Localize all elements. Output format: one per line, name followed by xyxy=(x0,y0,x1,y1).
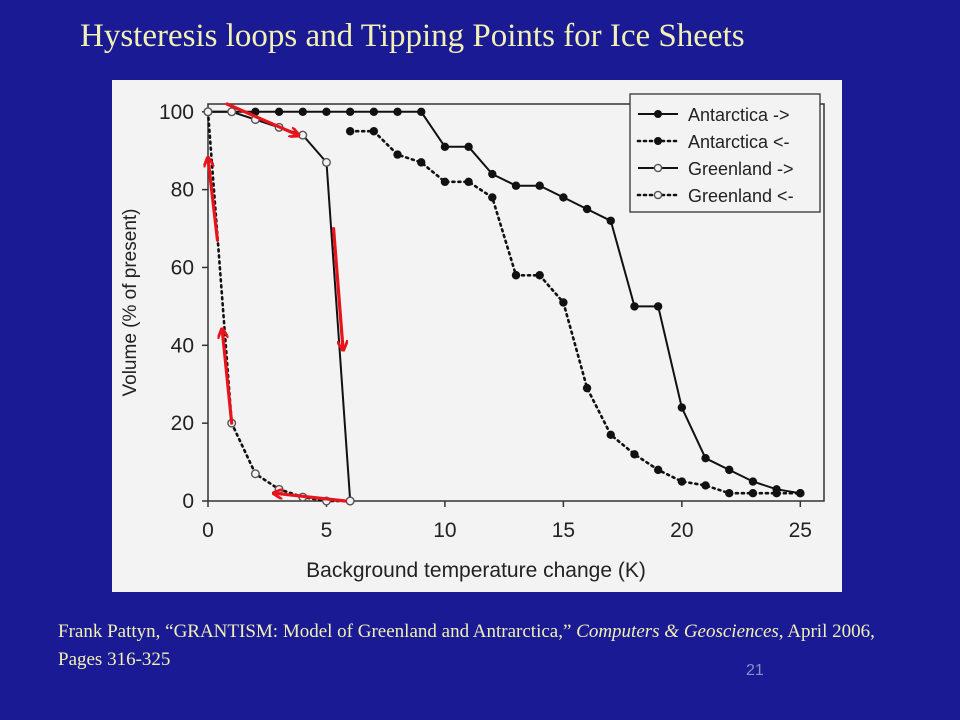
series-point-0 xyxy=(417,107,426,116)
x-tick-label: 15 xyxy=(552,519,575,542)
page-number: 21 xyxy=(746,662,764,679)
x-tick-label: 10 xyxy=(433,519,456,542)
y-tick-label: 40 xyxy=(171,334,194,357)
series-line-2 xyxy=(208,110,352,502)
chart-panel: 0 5 10 15 20 25 0 20 40 60 80 100 Background tempera… xyxy=(112,80,842,592)
y-tick-label: 100 xyxy=(159,101,194,124)
series-point-0 xyxy=(369,107,379,116)
plot-frame xyxy=(207,103,825,502)
y-tick-label: 60 xyxy=(171,256,194,279)
y-tick-label: 20 xyxy=(171,412,194,435)
legend-label: Antarctica <- xyxy=(688,132,790,152)
series-line-3 xyxy=(206,110,352,503)
series-point-1 xyxy=(748,489,758,498)
series-point-3 xyxy=(345,496,355,506)
hysteresis-chart: 0 5 10 15 20 25 0 20 40 60 80 100 Background tempera… xyxy=(120,93,825,582)
series-point-1 xyxy=(701,481,710,490)
series-point-0 xyxy=(322,107,331,116)
x-tick-label: 25 xyxy=(789,519,812,542)
red-arrow xyxy=(222,330,234,425)
legend-swatch-marker xyxy=(654,137,662,145)
red-arrow xyxy=(274,493,348,503)
series-point-0 xyxy=(535,181,544,190)
y-tick-label: 80 xyxy=(171,179,194,202)
legend-label: Antarctica -> xyxy=(688,105,790,125)
series-point-0 xyxy=(582,204,592,214)
series-point-1 xyxy=(417,158,426,167)
legend-swatch-marker xyxy=(653,190,663,200)
x-tick-label: 5 xyxy=(321,519,333,542)
series-point-1 xyxy=(535,271,544,280)
series-point-0 xyxy=(274,107,284,116)
series-point-2 xyxy=(298,130,308,140)
y-axis-label: Volume (% of present) xyxy=(120,209,141,397)
series-point-3 xyxy=(203,107,213,117)
series-point-1 xyxy=(582,383,592,393)
x-tick-label: 0 xyxy=(202,519,214,542)
series-point-1 xyxy=(488,193,497,202)
caption-journal: Computers & Geosciences xyxy=(576,621,779,642)
series-point-0 xyxy=(606,216,615,225)
series-point-1 xyxy=(677,477,687,486)
series-point-0 xyxy=(488,169,497,179)
series-point-1 xyxy=(653,465,663,475)
series-point-1 xyxy=(511,271,521,280)
series-point-1 xyxy=(559,298,568,307)
series-point-1 xyxy=(345,127,355,136)
series-point-1 xyxy=(725,489,734,498)
series-point-1 xyxy=(772,489,781,498)
y-tick-label: 0 xyxy=(182,490,194,513)
red-arrow xyxy=(331,226,343,350)
series-point-1 xyxy=(630,450,639,459)
series-point-0 xyxy=(393,107,402,116)
series-point-0 xyxy=(298,107,307,116)
citation-caption: Frank Pattyn, “GRANTISM: Model of Greenl… xyxy=(58,618,918,674)
series-point-0 xyxy=(440,142,450,152)
red-arrow xyxy=(225,102,298,135)
legend-swatch-marker xyxy=(654,110,662,118)
series-point-0 xyxy=(559,193,568,202)
series-point-0 xyxy=(345,107,355,116)
caption-date-pages: , April 2006, Pages 316-325 xyxy=(58,621,875,670)
legend-label: Greenland -> xyxy=(688,159,794,179)
slide-title: Hysteresis loops and Tipping Points for … xyxy=(80,18,745,54)
series-point-3 xyxy=(250,469,260,479)
series-point-0 xyxy=(630,302,639,311)
series-point-0 xyxy=(725,465,734,475)
red-arrow xyxy=(208,158,220,242)
legend-label: Greenland <- xyxy=(688,186,794,206)
x-axis-label: Background temperature change (K) xyxy=(306,559,646,582)
series-point-1 xyxy=(464,177,473,187)
series-point-1 xyxy=(606,430,615,440)
series-point-2 xyxy=(227,107,237,117)
series-point-1 xyxy=(796,489,805,498)
series-point-0 xyxy=(748,477,758,486)
x-tick-label: 20 xyxy=(670,519,693,542)
series-point-0 xyxy=(511,181,521,190)
series-point-2 xyxy=(321,157,331,167)
series-point-0 xyxy=(464,142,473,152)
series-point-0 xyxy=(653,302,663,311)
series-point-1 xyxy=(369,127,379,136)
series-point-0 xyxy=(677,403,687,412)
series-point-1 xyxy=(393,150,402,159)
legend-swatch-marker xyxy=(653,163,663,173)
caption-author-title: Frank Pattyn, “GRANTISM: Model of Greenl… xyxy=(58,621,577,642)
series-point-1 xyxy=(440,177,450,187)
series-point-0 xyxy=(701,453,710,463)
